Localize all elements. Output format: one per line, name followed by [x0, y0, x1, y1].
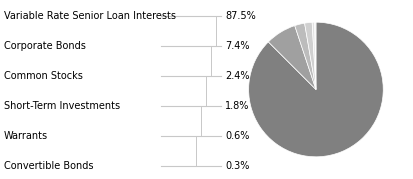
Wedge shape [249, 22, 383, 157]
Point [159, 105, 164, 107]
Point [218, 135, 223, 137]
Text: Warrants: Warrants [4, 131, 48, 141]
Text: Variable Rate Senior Loan Interests: Variable Rate Senior Loan Interests [4, 11, 176, 21]
Text: Short-Term Investments: Short-Term Investments [4, 101, 120, 111]
Point [159, 165, 164, 168]
Point [218, 165, 223, 168]
Point [218, 105, 223, 107]
Text: 0.3%: 0.3% [225, 161, 249, 171]
Point [159, 45, 164, 47]
Text: 0.6%: 0.6% [225, 131, 249, 141]
Wedge shape [315, 22, 316, 90]
Point [159, 15, 164, 17]
Text: 2.4%: 2.4% [225, 71, 249, 81]
Point [218, 45, 223, 47]
Text: 7.4%: 7.4% [225, 41, 249, 51]
Text: 1.8%: 1.8% [225, 101, 249, 111]
Wedge shape [304, 22, 316, 90]
Text: Corporate Bonds: Corporate Bonds [4, 41, 86, 51]
Wedge shape [295, 23, 316, 90]
Wedge shape [268, 26, 316, 90]
Point [218, 75, 223, 77]
Point [159, 135, 164, 137]
Text: 87.5%: 87.5% [225, 11, 256, 21]
Text: Convertible Bonds: Convertible Bonds [4, 161, 94, 171]
Point [218, 15, 223, 17]
Wedge shape [312, 22, 316, 90]
Text: Common Stocks: Common Stocks [4, 71, 83, 81]
Point [159, 75, 164, 77]
